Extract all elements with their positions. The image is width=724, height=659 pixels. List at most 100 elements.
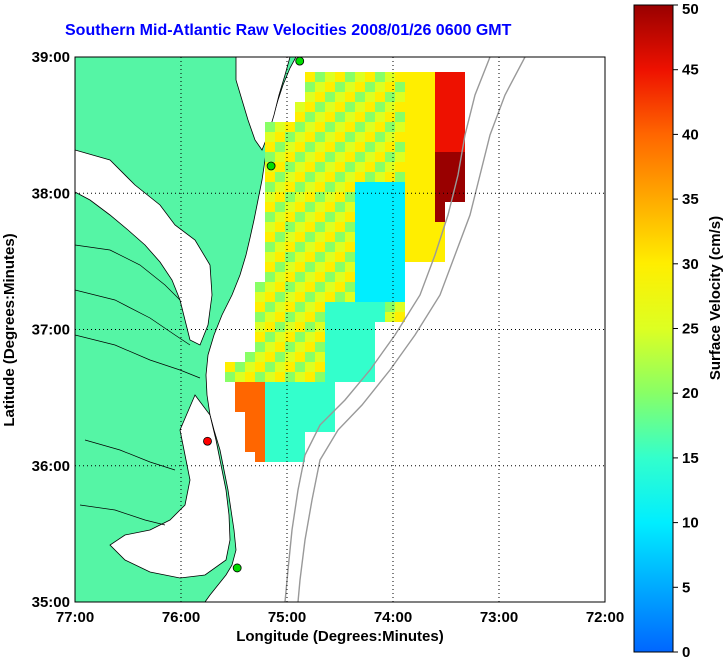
velocity-cell — [385, 72, 395, 82]
velocity-cell — [415, 192, 425, 202]
velocity-cell — [455, 132, 465, 142]
velocity-cell — [355, 362, 365, 372]
velocity-cell — [315, 152, 325, 162]
velocity-cell — [365, 222, 375, 232]
velocity-cell — [455, 152, 465, 162]
velocity-cell — [285, 322, 295, 332]
velocity-cell — [295, 362, 305, 372]
velocity-cell — [285, 302, 295, 312]
velocity-cell — [295, 452, 305, 462]
velocity-cell — [275, 292, 285, 302]
velocity-cell — [285, 232, 295, 242]
velocity-cell — [315, 162, 325, 172]
velocity-cell — [305, 222, 315, 232]
velocity-cell — [285, 382, 295, 392]
velocity-cell — [425, 192, 435, 202]
velocity-cell — [295, 112, 305, 122]
velocity-cell — [315, 412, 325, 422]
velocity-cell — [295, 392, 305, 402]
velocity-cell — [315, 252, 325, 262]
velocity-cell — [345, 122, 355, 132]
velocity-cell — [265, 212, 275, 222]
velocity-cell — [365, 352, 375, 362]
velocity-cell — [285, 212, 295, 222]
velocity-cell — [445, 92, 455, 102]
velocity-cell — [365, 102, 375, 112]
velocity-cell — [325, 192, 335, 202]
velocity-cell — [355, 242, 365, 252]
velocity-cell — [445, 162, 455, 172]
velocity-cell — [305, 392, 315, 402]
velocity-cell — [345, 302, 355, 312]
velocity-cell — [265, 242, 275, 252]
velocity-cell — [355, 72, 365, 82]
velocity-cell — [345, 222, 355, 232]
velocity-cell — [335, 92, 345, 102]
velocity-cell — [455, 82, 465, 92]
velocity-cell — [275, 402, 285, 412]
velocity-cell — [335, 162, 345, 172]
velocity-cell — [315, 312, 325, 322]
velocity-cell — [275, 382, 285, 392]
velocity-cell — [315, 362, 325, 372]
velocity-cell — [295, 122, 305, 132]
velocity-cell — [295, 442, 305, 452]
velocity-cell — [395, 112, 405, 122]
velocity-cell — [335, 252, 345, 262]
velocity-cell — [395, 302, 405, 312]
velocity-cell — [395, 282, 405, 292]
velocity-cell — [225, 372, 235, 382]
velocity-cell — [265, 312, 275, 322]
velocity-cell — [305, 352, 315, 362]
velocity-cell — [435, 82, 445, 92]
velocity-cell — [375, 292, 385, 302]
velocity-cell — [335, 362, 345, 372]
colorbar-tick-label: 20 — [682, 385, 699, 402]
velocity-cell — [345, 332, 355, 342]
velocity-cell — [315, 372, 325, 382]
velocity-cell — [425, 92, 435, 102]
velocity-cell — [315, 102, 325, 112]
x-tick-label: 72:00 — [586, 609, 624, 626]
velocity-cell — [345, 232, 355, 242]
velocity-cell — [385, 152, 395, 162]
velocity-cell — [345, 282, 355, 292]
velocity-cell — [275, 452, 285, 462]
velocity-cell — [395, 142, 405, 152]
velocity-cell — [355, 292, 365, 302]
velocity-cell — [265, 202, 275, 212]
velocity-cell — [305, 102, 315, 112]
velocity-cell — [285, 282, 295, 292]
velocity-cell — [275, 192, 285, 202]
velocity-cell — [325, 392, 335, 402]
velocity-cell — [385, 112, 395, 122]
velocity-cell — [255, 322, 265, 332]
velocity-cell — [295, 132, 305, 142]
velocity-cell — [325, 102, 335, 112]
velocity-cell — [295, 292, 305, 302]
velocity-cell — [385, 272, 395, 282]
x-axis-ticks: 77:00 76:00 75:00 74:00 73:00 72:00 — [56, 609, 624, 626]
velocity-cell — [295, 412, 305, 422]
velocity-cell — [265, 332, 275, 342]
velocity-cell — [325, 352, 335, 362]
velocity-cell — [385, 192, 395, 202]
velocity-cell — [275, 282, 285, 292]
velocity-cell — [435, 102, 445, 112]
velocity-cell — [395, 162, 405, 172]
colorbar-tick-label: 50 — [682, 1, 699, 18]
velocity-cell — [295, 322, 305, 332]
velocity-cell — [355, 342, 365, 352]
velocity-cell — [385, 132, 395, 142]
velocity-cell — [365, 332, 375, 342]
velocity-cell — [295, 212, 305, 222]
velocity-cell — [395, 212, 405, 222]
velocity-cell — [375, 192, 385, 202]
velocity-cell — [255, 372, 265, 382]
velocity-cell — [275, 302, 285, 312]
velocity-cell — [285, 412, 295, 422]
velocity-cell — [295, 372, 305, 382]
velocity-cell — [255, 312, 265, 322]
velocity-cell — [415, 242, 425, 252]
